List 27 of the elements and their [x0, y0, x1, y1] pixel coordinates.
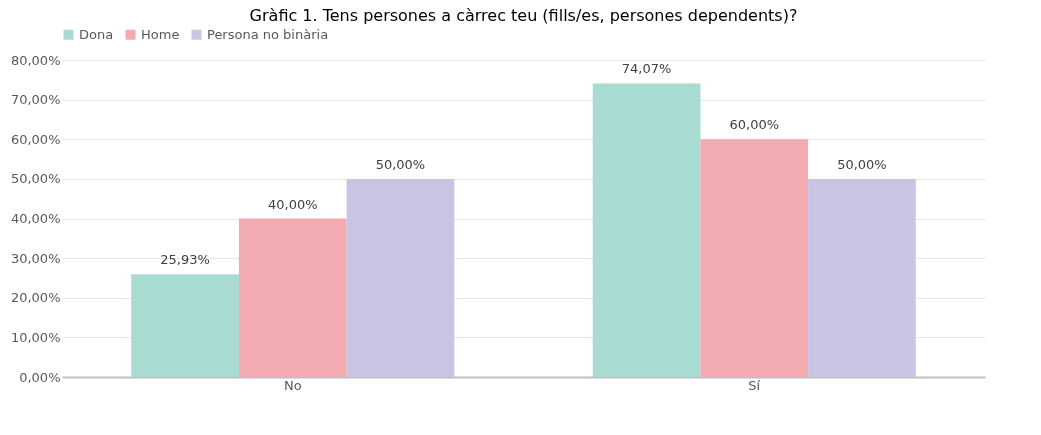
y-tick-label: 40,00%: [10, 211, 61, 226]
legend-label: Dona: [79, 26, 114, 42]
bar: [592, 83, 701, 377]
y-tick-label: 80,00%: [10, 52, 61, 68]
y-tick-label: 70,00%: [10, 92, 61, 108]
y-tick-label: 0,00%: [19, 369, 61, 385]
y-tick-label: 50,00%: [10, 171, 61, 187]
data-label: 25,93%: [160, 252, 210, 268]
legend-label: Home: [141, 26, 180, 42]
bar: [808, 178, 916, 377]
bar: [346, 178, 455, 377]
data-label: 40,00%: [267, 196, 318, 212]
bar: [238, 218, 347, 377]
y-tick-label: 60,00%: [10, 131, 61, 147]
data-label: 50,00%: [375, 156, 426, 172]
bar: [700, 139, 809, 377]
data-label: 74,07%: [621, 61, 672, 77]
data-label: 50,00%: [837, 156, 887, 172]
chart-title: Gràfic 1. Tens persones a càrrec teu (fills/es, persones dependents)?: [249, 6, 798, 25]
y-tick-label: 10,00%: [10, 329, 61, 345]
y-tick-label: 30,00%: [10, 250, 61, 266]
x-tick-label: Sí: [748, 377, 761, 393]
bar: [131, 274, 239, 377]
x-tick-label: No: [283, 377, 302, 393]
data-label: 60,00%: [729, 117, 780, 133]
legend-label: Persona no binària: [207, 26, 329, 42]
y-tick-label: 20,00%: [10, 290, 61, 306]
